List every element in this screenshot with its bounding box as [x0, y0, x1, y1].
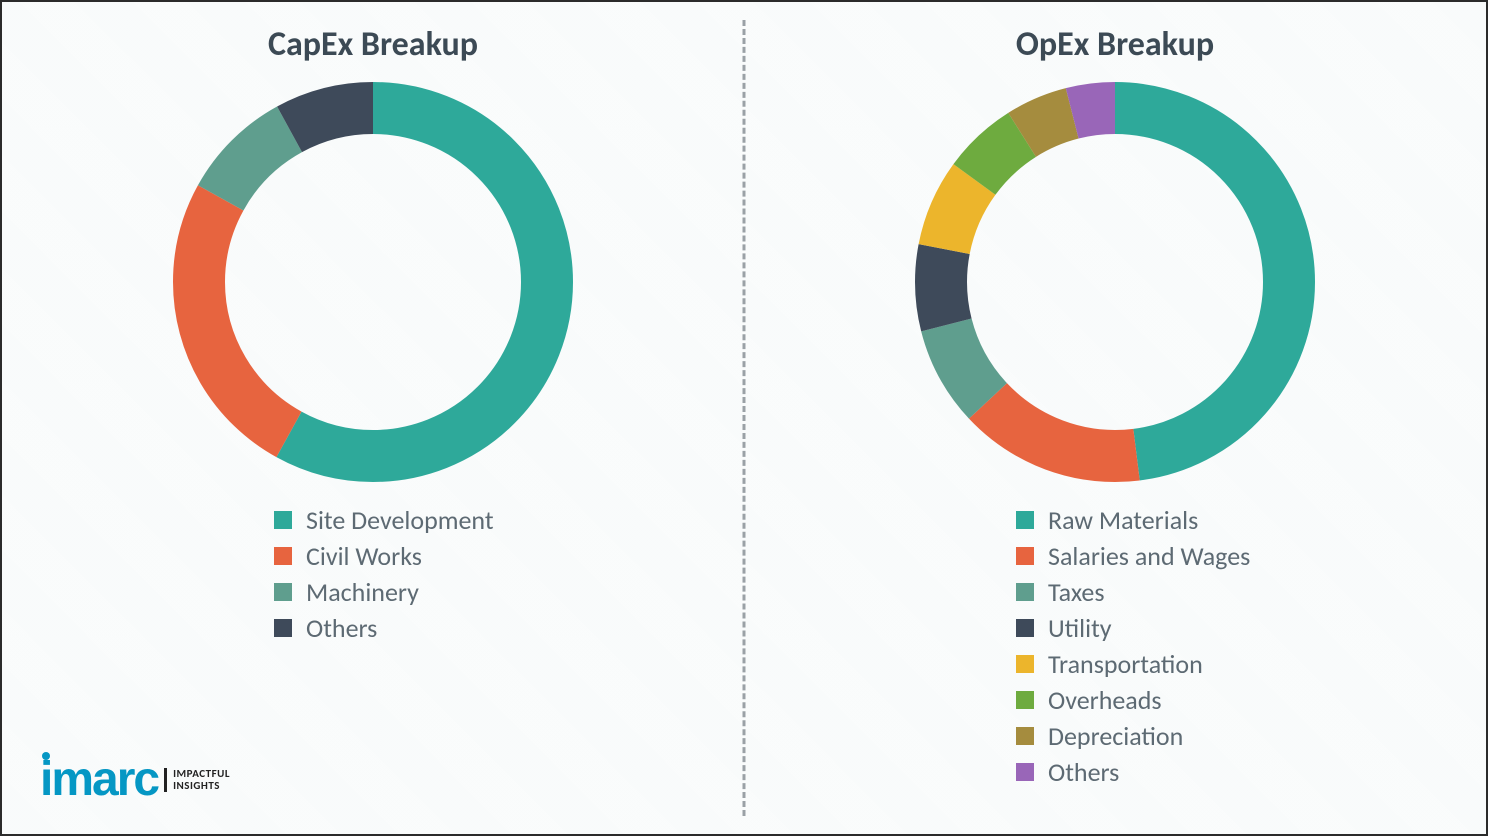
- legend-swatch: [274, 547, 292, 565]
- capex-chart-wrap: [168, 77, 578, 492]
- legend-label: Others: [1048, 756, 1119, 788]
- legend-swatch: [274, 619, 292, 637]
- capex-panel: CapEx Breakup Site Development Civil Work…: [2, 2, 744, 834]
- legend-swatch: [1016, 655, 1034, 673]
- legend-row-utility: Utility: [1016, 612, 1250, 644]
- legend-label: Salaries and Wages: [1048, 540, 1250, 572]
- opex-chart-wrap: [910, 77, 1320, 492]
- legend-row-machinery: Machinery: [274, 576, 494, 608]
- brand-tagline-line2: INSIGHTS: [173, 780, 230, 792]
- legend-label: Site Development: [306, 504, 494, 536]
- opex-panel: OpEx Breakup Raw Materials Salaries and W…: [744, 2, 1486, 834]
- legend-label: Transportation: [1048, 648, 1203, 680]
- legend-row-overheads: Overheads: [1016, 684, 1250, 716]
- legend-swatch: [1016, 763, 1034, 781]
- report-frame: CapEx Breakup Site Development Civil Work…: [0, 0, 1488, 836]
- legend-row-transportation: Transportation: [1016, 648, 1250, 680]
- opex-legend: Raw Materials Salaries and Wages Taxes Util…: [1016, 500, 1250, 792]
- brand-logo-mark: imarc: [40, 756, 158, 804]
- legend-label: Civil Works: [306, 540, 422, 572]
- legend-swatch: [274, 511, 292, 529]
- legend-row-others: Others: [274, 612, 494, 644]
- legend-label: Taxes: [1048, 576, 1105, 608]
- legend-swatch: [1016, 619, 1034, 637]
- legend-swatch: [274, 583, 292, 601]
- opex-title: OpEx Breakup: [1016, 24, 1214, 65]
- brand-logo-tagline: IMPACTFUL INSIGHTS: [164, 768, 230, 791]
- vertical-divider: [743, 20, 746, 816]
- legend-row-civil-works: Civil Works: [274, 540, 494, 572]
- legend-label: Others: [306, 612, 377, 644]
- brand-logo-dot: [42, 752, 50, 760]
- capex-title: CapEx Breakup: [268, 24, 478, 65]
- legend-label: Machinery: [306, 576, 419, 608]
- legend-row-raw-materials: Raw Materials: [1016, 504, 1250, 536]
- legend-row-site-development: Site Development: [274, 504, 494, 536]
- legend-swatch: [1016, 583, 1034, 601]
- legend-row-depreciation: Depreciation: [1016, 720, 1250, 752]
- capex-donut-chart: [168, 77, 578, 487]
- legend-row-salaries-and-wages: Salaries and Wages: [1016, 540, 1250, 572]
- legend-label: Utility: [1048, 612, 1112, 644]
- legend-swatch: [1016, 511, 1034, 529]
- legend-label: Overheads: [1048, 684, 1162, 716]
- capex-legend: Site Development Civil Works Machinery Othe…: [274, 500, 494, 648]
- legend-label: Depreciation: [1048, 720, 1183, 752]
- legend-label: Raw Materials: [1048, 504, 1198, 536]
- opex-donut-chart: [910, 77, 1320, 487]
- legend-row-taxes: Taxes: [1016, 576, 1250, 608]
- brand-logo: imarc IMPACTFUL INSIGHTS: [40, 756, 230, 804]
- legend-row-others: Others: [1016, 756, 1250, 788]
- legend-swatch: [1016, 547, 1034, 565]
- legend-swatch: [1016, 691, 1034, 709]
- legend-swatch: [1016, 727, 1034, 745]
